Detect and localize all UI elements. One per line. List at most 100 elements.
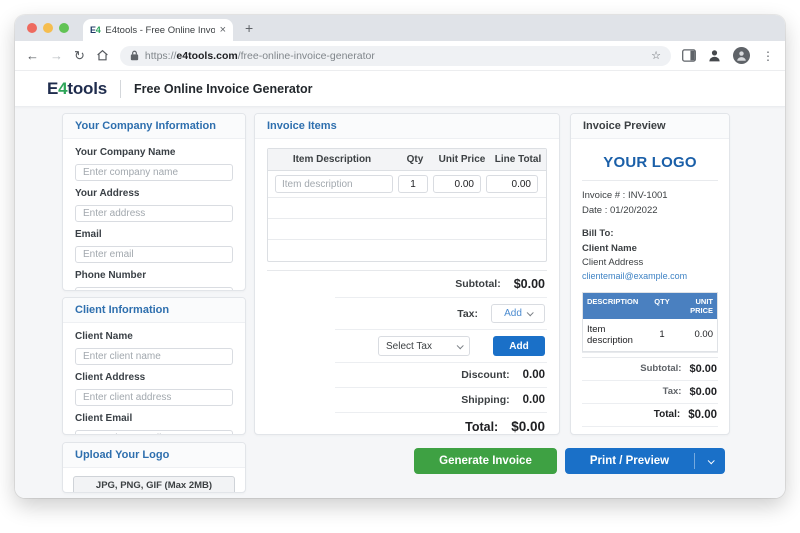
action-buttons: Generate Invoice Print / Preview — [254, 448, 730, 474]
new-tab-button[interactable]: + — [245, 20, 254, 36]
total-value: $0.00 — [511, 419, 545, 434]
select-tax-row: Select Tax Add — [335, 329, 547, 362]
company-email-field-group: Email — [75, 229, 233, 263]
print-preview-button[interactable]: Print / Preview — [565, 448, 725, 474]
preview-item-row: Item description 1 0.00 — [583, 319, 717, 351]
client-email-field-group: Client Email — [75, 413, 233, 434]
tax-label: Tax: — [457, 307, 478, 320]
invoice-items-title: Invoice Items — [255, 114, 559, 139]
header-divider — [120, 79, 122, 98]
close-window-button[interactable] — [27, 23, 37, 33]
upload-logo-panel: Upload Your Logo JPG, PNG, GIF (Max 2MB) — [62, 442, 246, 493]
items-table: Item Description Qty Unit Price Line Tot… — [267, 148, 547, 262]
toolbar-right-icons: ⋮ — [682, 47, 774, 64]
home-icon[interactable] — [96, 49, 109, 62]
item-row — [268, 171, 546, 198]
client-address-label: Client Address — [75, 372, 146, 383]
lock-icon — [130, 50, 139, 61]
side-panel-icon[interactable] — [682, 49, 696, 62]
preview-col-qty: QTY — [654, 296, 670, 306]
button-divider — [694, 453, 695, 469]
address-bar[interactable]: https://e4tools.com/free-online-invoice-… — [119, 45, 671, 66]
preview-col-unit-price: UNIT PRICE — [690, 296, 713, 315]
preview-totals: Subtotal: $0.00 Tax: $0.00 Total: $0.00 — [582, 358, 718, 427]
company-info-panel: Your Company Information Your Company Na… — [62, 113, 246, 291]
preview-total-label: Total: — [653, 409, 681, 421]
tab-title: E4tools - Free Online Invoice Ge — [105, 24, 215, 36]
tax-add-dropdown[interactable]: Add — [491, 304, 545, 323]
subtotal-value: $0.00 — [513, 277, 545, 291]
client-email-input[interactable] — [75, 430, 233, 434]
company-address-label: Your Address — [75, 188, 140, 199]
company-phone-field-group: Phone Number — [75, 270, 233, 290]
company-email-input[interactable] — [75, 246, 233, 263]
item-description-input[interactable] — [275, 175, 393, 193]
empty-item-row — [268, 219, 546, 240]
preview-client-name: Client Name — [582, 242, 637, 254]
preview-subtotal-value: $0.00 — [689, 362, 717, 375]
upload-logo-button[interactable]: JPG, PNG, GIF (Max 2MB) — [73, 476, 235, 492]
minimize-window-button[interactable] — [43, 23, 53, 33]
tab-close-icon[interactable]: × — [219, 23, 226, 36]
company-phone-input[interactable] — [75, 287, 233, 290]
select-tax-dropdown[interactable]: Select Tax — [378, 336, 470, 356]
preview-item-qty: 1 — [659, 329, 665, 341]
preview-subtotal-row: Subtotal: $0.00 — [582, 358, 718, 381]
preview-tax-value: $0.00 — [689, 385, 717, 398]
totals-section: Subtotal: $0.00 Tax: Add Select Tax Add — [335, 271, 547, 434]
chevron-down-icon — [707, 456, 715, 464]
discount-value[interactable]: 0.00 — [522, 369, 545, 381]
total-row: Total: $0.00 — [335, 412, 547, 434]
preview-bill-to-label: Bill To: — [582, 228, 614, 240]
generate-invoice-button[interactable]: Generate Invoice — [414, 448, 557, 474]
center-group: Invoice Items Item Description Qty Unit … — [254, 113, 730, 498]
browser-window: E4 E4tools - Free Online Invoice Ge × + … — [15, 15, 785, 498]
company-name-input[interactable] — [75, 164, 233, 181]
forward-icon[interactable]: → — [50, 48, 63, 63]
bookmark-star-icon[interactable]: ☆ — [651, 50, 661, 62]
client-name-input[interactable] — [75, 348, 233, 365]
add-tax-button[interactable]: Add — [493, 336, 545, 356]
window-controls — [27, 23, 69, 33]
preview-item-description: Item description — [587, 323, 633, 346]
browser-tab[interactable]: E4 E4tools - Free Online Invoice Ge × — [83, 19, 233, 41]
back-icon[interactable]: ← — [26, 48, 39, 63]
subtotal-label: Subtotal: — [455, 278, 501, 290]
site-header: E4tools Free Online Invoice Generator — [15, 71, 785, 107]
company-info-title: Your Company Information — [63, 114, 245, 139]
chevron-down-icon — [526, 309, 534, 317]
person-icon[interactable] — [708, 49, 721, 62]
company-address-input[interactable] — [75, 205, 233, 222]
client-address-field-group: Client Address — [75, 372, 233, 406]
col-unit-price: Unit Price — [438, 154, 486, 165]
preview-client-address: Client Address — [582, 256, 644, 268]
print-dropdown-toggle[interactable] — [695, 456, 725, 464]
e4tools-logo[interactable]: E4tools — [47, 78, 108, 98]
client-address-input[interactable] — [75, 389, 233, 406]
col-line-total: Line Total — [494, 154, 542, 165]
url-text: https://e4tools.com/free-online-invoice-… — [144, 49, 375, 62]
discount-row: Discount: 0.00 — [335, 362, 547, 387]
preview-table: DESCRIPTION QTY UNIT PRICE Item descript… — [582, 291, 718, 352]
shipping-row: Shipping: 0.00 — [335, 387, 547, 412]
zoom-window-button[interactable] — [59, 23, 69, 33]
print-preview-label: Print / Preview — [589, 455, 670, 467]
item-line-total-input[interactable] — [486, 175, 538, 193]
browser-menu-icon[interactable]: ⋮ — [762, 48, 774, 63]
preview-item-price: 0.00 — [694, 329, 714, 341]
subtotal-row: Subtotal: $0.00 — [335, 271, 547, 297]
reload-icon[interactable]: ↻ — [74, 48, 85, 63]
browser-toolbar: ← → ↻ https://e4tools.com/free-online-in… — [15, 41, 785, 71]
preview-total-value: $0.00 — [688, 408, 717, 421]
profile-avatar-icon[interactable] — [733, 47, 750, 64]
chevron-down-icon — [456, 341, 464, 349]
client-info-title: Client Information — [63, 298, 245, 323]
invoice-preview-panel: Invoice Preview YOUR LOGO Invoice # : IN… — [570, 113, 730, 435]
shipping-value[interactable]: 0.00 — [522, 394, 545, 406]
item-qty-input[interactable] — [398, 175, 428, 193]
company-name-label: Your Company Name — [75, 147, 176, 158]
preview-subtotal-label: Subtotal: — [640, 363, 682, 375]
item-unit-price-input[interactable] — [433, 175, 481, 193]
upload-logo-title: Upload Your Logo — [63, 443, 245, 468]
preview-tax-row: Tax: $0.00 — [582, 381, 718, 404]
